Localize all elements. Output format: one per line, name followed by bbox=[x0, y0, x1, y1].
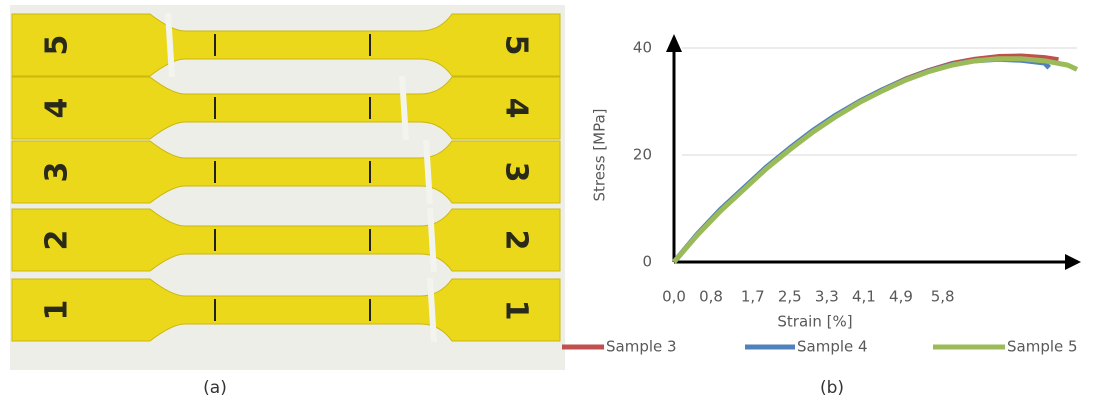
x-tick-label: 4,1 bbox=[852, 288, 876, 306]
specimen-number: 3 bbox=[499, 162, 534, 183]
fracture bbox=[426, 140, 430, 204]
specimen-number: 1 bbox=[40, 300, 75, 321]
y-tick-label: 40 bbox=[633, 39, 652, 57]
y-tick-label: 20 bbox=[633, 146, 652, 164]
legend-label: Sample 5 bbox=[1007, 338, 1078, 356]
x-axis-title: Strain [%] bbox=[777, 313, 852, 331]
y-tick-label: 0 bbox=[642, 253, 652, 271]
fracture bbox=[168, 13, 172, 77]
x-tick-label: 0,8 bbox=[699, 288, 723, 306]
legend-label: Sample 3 bbox=[606, 338, 677, 356]
series-line bbox=[674, 59, 1077, 262]
x-tick-label: 3,3 bbox=[815, 288, 839, 306]
specimen-number: 5 bbox=[499, 35, 534, 56]
specimen-number: 4 bbox=[40, 98, 75, 119]
x-tick-label: 4,9 bbox=[889, 288, 913, 306]
chart: Strain [%] Stress [MPa] 0 20 40 0,0 0,8 1,7 2,… bbox=[562, 34, 1081, 356]
specimen-number: 3 bbox=[40, 162, 75, 183]
x-axis-arrow bbox=[1065, 254, 1081, 270]
fracture bbox=[430, 208, 434, 272]
series-line bbox=[674, 56, 1058, 262]
specimen-number: 4 bbox=[499, 98, 534, 119]
specimen-number: 1 bbox=[499, 300, 534, 321]
panel-label: (a) bbox=[203, 378, 227, 398]
x-tick-label: 2,5 bbox=[778, 288, 802, 306]
x-tick-label: 5,8 bbox=[931, 288, 955, 306]
panel-label: (b) bbox=[820, 378, 844, 398]
series-line bbox=[674, 59, 1049, 262]
fracture bbox=[430, 278, 434, 342]
photo: 5 5 4 4 3 3 2 2 1 1 bbox=[10, 5, 565, 370]
page: 5 5 4 4 3 3 2 2 1 1 (a) (b) Strain [%] Stress [MP… bbox=[0, 0, 1110, 403]
x-tick-label: 0,0 bbox=[662, 288, 686, 306]
specimen-number: 2 bbox=[40, 230, 75, 251]
figure: 5 5 4 4 3 3 2 2 1 1 (a) (b) Strain [%] Stress [MP… bbox=[0, 0, 1110, 403]
fracture bbox=[402, 76, 406, 140]
y-axis-arrow bbox=[666, 34, 682, 52]
specimen-number: 2 bbox=[499, 230, 534, 251]
x-tick-label: 1,7 bbox=[741, 288, 765, 306]
legend-label: Sample 4 bbox=[797, 338, 868, 356]
specimen-number: 5 bbox=[40, 35, 75, 56]
y-axis-title: Stress [MPa] bbox=[591, 108, 609, 201]
